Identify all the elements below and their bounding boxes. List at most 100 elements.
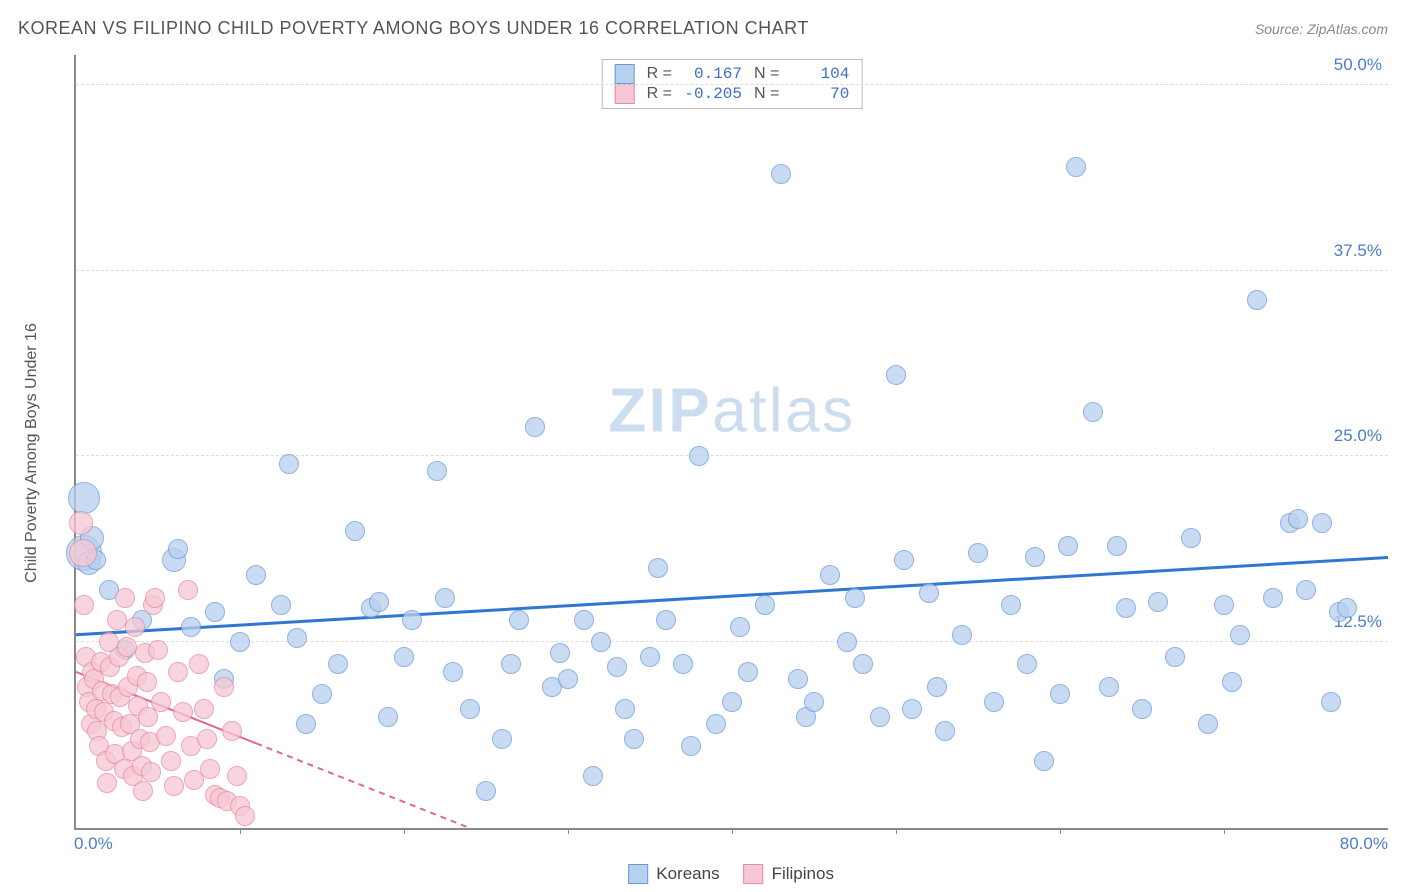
data-point xyxy=(1165,647,1185,667)
watermark-bold: ZIP xyxy=(608,376,712,445)
legend-label: Koreans xyxy=(656,864,719,884)
data-point xyxy=(1066,157,1086,177)
data-point xyxy=(673,654,693,674)
data-point xyxy=(205,602,225,622)
data-point xyxy=(1312,513,1332,533)
data-point xyxy=(115,588,135,608)
data-point xyxy=(1296,580,1316,600)
data-point xyxy=(935,721,955,741)
data-point xyxy=(296,714,316,734)
stats-row: R =0.167N =104 xyxy=(615,64,850,84)
data-point xyxy=(837,632,857,652)
watermark-rest: atlas xyxy=(712,376,855,445)
gridline-h xyxy=(76,84,1388,85)
gridline-h xyxy=(76,455,1388,456)
data-point xyxy=(952,625,972,645)
data-point xyxy=(1107,536,1127,556)
data-point xyxy=(1050,684,1070,704)
chart-source: Source: ZipAtlas.com xyxy=(1255,21,1388,37)
data-point xyxy=(443,662,463,682)
data-point xyxy=(1148,592,1168,612)
data-point xyxy=(74,595,94,615)
stat-n-value: 104 xyxy=(787,65,849,83)
trend-lines xyxy=(76,55,1388,828)
data-point xyxy=(624,729,644,749)
legend-swatch xyxy=(744,864,764,884)
stat-n-value: 70 xyxy=(787,85,849,103)
data-point xyxy=(287,628,307,648)
x-tick xyxy=(732,828,733,834)
stat-n-label: N = xyxy=(754,65,779,83)
y-tick-label: 50.0% xyxy=(1334,55,1382,75)
gridline-h xyxy=(76,270,1388,271)
x-axis-min-label: 0.0% xyxy=(74,834,113,854)
data-point xyxy=(194,699,214,719)
x-tick xyxy=(1224,828,1225,834)
scatter-plot: ZIPatlas R =0.167N =104R =-0.205N =70 12… xyxy=(74,55,1388,830)
data-point xyxy=(1337,598,1357,618)
legend-item: Filipinos xyxy=(744,864,834,884)
data-point xyxy=(148,640,168,660)
data-point xyxy=(173,702,193,722)
stats-row: R =-0.205N =70 xyxy=(615,84,850,104)
data-point xyxy=(156,726,176,746)
data-point xyxy=(97,773,117,793)
data-point xyxy=(574,610,594,630)
data-point xyxy=(271,595,291,615)
legend-label: Filipinos xyxy=(772,864,834,884)
data-point xyxy=(137,672,157,692)
data-point xyxy=(69,539,97,567)
data-point xyxy=(427,461,447,481)
data-point xyxy=(1025,547,1045,567)
x-tick xyxy=(568,828,569,834)
series-swatch xyxy=(615,64,635,84)
data-point xyxy=(197,729,217,749)
data-point xyxy=(591,632,611,652)
data-point xyxy=(227,766,247,786)
data-point xyxy=(460,699,480,719)
data-point xyxy=(722,692,742,712)
data-point xyxy=(328,654,348,674)
data-point xyxy=(68,482,100,514)
data-point xyxy=(1058,536,1078,556)
stat-r-value: -0.205 xyxy=(680,85,742,103)
data-point xyxy=(476,781,496,801)
data-point xyxy=(501,654,521,674)
data-point xyxy=(230,632,250,652)
data-point xyxy=(984,692,1004,712)
data-point xyxy=(1198,714,1218,734)
data-point xyxy=(640,647,660,667)
data-point xyxy=(509,610,529,630)
chart-title: KOREAN VS FILIPINO CHILD POVERTY AMONG B… xyxy=(18,18,809,39)
data-point xyxy=(246,565,266,585)
data-point xyxy=(1263,588,1283,608)
data-point xyxy=(435,588,455,608)
stat-r-label: R = xyxy=(647,85,672,103)
data-point xyxy=(1181,528,1201,548)
data-point xyxy=(222,721,242,741)
stat-r-value: 0.167 xyxy=(680,65,742,83)
x-tick xyxy=(1060,828,1061,834)
data-point xyxy=(771,164,791,184)
data-point xyxy=(820,565,840,585)
data-point xyxy=(615,699,635,719)
data-point xyxy=(133,781,153,801)
data-point xyxy=(369,592,389,612)
data-point xyxy=(1214,595,1234,615)
data-point xyxy=(902,699,922,719)
x-tick xyxy=(404,828,405,834)
data-point xyxy=(189,654,209,674)
data-point xyxy=(706,714,726,734)
data-point xyxy=(161,751,181,771)
x-tick xyxy=(240,828,241,834)
data-point xyxy=(125,617,145,637)
data-point xyxy=(1132,699,1152,719)
chart-header: KOREAN VS FILIPINO CHILD POVERTY AMONG B… xyxy=(18,18,1388,39)
data-point xyxy=(1099,677,1119,697)
gridline-h xyxy=(76,641,1388,642)
data-point xyxy=(378,707,398,727)
data-point xyxy=(730,617,750,637)
data-point xyxy=(681,736,701,756)
data-point xyxy=(117,637,137,657)
series-swatch xyxy=(615,84,635,104)
